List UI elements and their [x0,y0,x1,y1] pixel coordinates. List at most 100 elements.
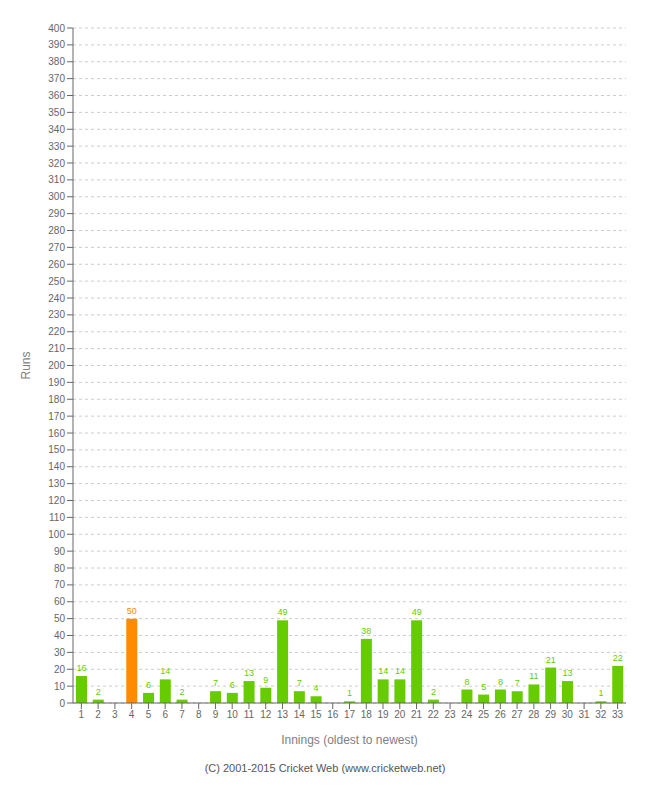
svg-text:120: 120 [48,495,65,506]
svg-text:110: 110 [49,512,65,523]
svg-text:270: 270 [48,242,65,253]
svg-text:20: 20 [54,664,66,675]
svg-text:14: 14 [294,709,306,720]
svg-text:Innings (oldest to newest): Innings (oldest to newest) [281,733,418,747]
svg-text:22: 22 [428,709,440,720]
svg-text:28: 28 [528,709,540,720]
svg-text:350: 350 [48,107,65,118]
svg-text:25: 25 [478,709,490,720]
svg-text:Runs: Runs [19,351,33,379]
svg-text:16: 16 [76,663,86,673]
svg-text:1: 1 [347,688,352,698]
svg-text:24: 24 [461,709,473,720]
svg-text:7: 7 [213,678,218,688]
svg-text:38: 38 [361,626,371,636]
svg-text:1: 1 [79,709,85,720]
svg-text:11: 11 [244,709,255,720]
svg-text:0: 0 [59,698,65,709]
svg-text:2: 2 [431,687,436,697]
svg-text:390: 390 [48,39,65,50]
svg-text:130: 130 [48,478,65,489]
svg-text:330: 330 [48,141,65,152]
svg-text:200: 200 [48,360,65,371]
svg-text:400: 400 [48,23,65,34]
svg-text:32: 32 [595,709,607,720]
svg-text:170: 170 [48,411,65,422]
svg-text:220: 220 [48,326,65,337]
svg-text:13: 13 [244,668,254,678]
svg-text:26: 26 [495,709,507,720]
svg-text:8: 8 [498,677,503,687]
svg-text:290: 290 [48,208,65,219]
svg-text:370: 370 [48,73,65,84]
svg-text:160: 160 [48,428,65,439]
svg-text:14: 14 [378,666,388,676]
svg-text:18: 18 [361,709,373,720]
svg-text:13: 13 [562,668,572,678]
svg-text:4: 4 [314,683,319,693]
svg-text:6: 6 [230,680,235,690]
svg-text:33: 33 [612,709,624,720]
svg-text:9: 9 [263,675,268,685]
svg-text:190: 190 [48,377,65,388]
svg-text:7: 7 [515,678,520,688]
svg-text:29: 29 [545,709,557,720]
svg-text:310: 310 [48,174,65,185]
svg-text:240: 240 [48,293,65,304]
svg-text:14: 14 [160,666,170,676]
svg-text:2: 2 [180,687,185,697]
svg-text:50: 50 [54,613,66,624]
svg-text:40: 40 [54,630,66,641]
svg-text:49: 49 [412,607,422,617]
svg-text:260: 260 [48,259,65,270]
svg-text:1: 1 [598,688,603,698]
svg-text:320: 320 [48,158,65,169]
svg-text:9: 9 [213,709,219,720]
svg-text:300: 300 [48,191,65,202]
svg-text:19: 19 [377,709,389,720]
svg-text:250: 250 [48,276,65,287]
svg-text:3: 3 [112,709,118,720]
svg-text:210: 210 [48,343,65,354]
svg-text:10: 10 [54,681,66,692]
svg-text:30: 30 [54,647,66,658]
svg-text:8: 8 [464,677,469,687]
svg-text:380: 380 [48,56,65,67]
svg-text:11: 11 [529,671,538,681]
svg-text:180: 180 [48,394,65,405]
svg-text:80: 80 [54,563,66,574]
svg-text:360: 360 [48,90,65,101]
svg-text:22: 22 [613,653,623,663]
svg-text:13: 13 [277,709,289,720]
svg-text:4: 4 [129,709,135,720]
svg-text:21: 21 [411,709,423,720]
svg-text:2: 2 [96,687,101,697]
svg-text:280: 280 [48,225,65,236]
svg-text:7: 7 [179,709,185,720]
svg-text:5: 5 [481,682,486,692]
svg-text:31: 31 [579,709,591,720]
svg-text:90: 90 [54,546,66,557]
svg-text:12: 12 [260,709,272,720]
svg-text:23: 23 [444,709,456,720]
svg-text:27: 27 [512,709,524,720]
svg-text:5: 5 [146,709,152,720]
svg-text:6: 6 [162,709,168,720]
svg-text:30: 30 [562,709,574,720]
svg-text:8: 8 [196,709,202,720]
svg-text:140: 140 [48,461,65,472]
svg-text:6: 6 [146,680,151,690]
svg-text:14: 14 [395,666,405,676]
svg-text:17: 17 [344,709,356,720]
svg-text:15: 15 [310,709,322,720]
svg-text:100: 100 [48,529,65,540]
svg-text:230: 230 [48,309,65,320]
svg-text:340: 340 [48,124,65,135]
svg-text:2: 2 [95,709,101,720]
svg-text:150: 150 [48,444,65,455]
svg-text:16: 16 [327,709,339,720]
svg-text:7: 7 [297,678,302,688]
svg-text:20: 20 [394,709,406,720]
svg-text:60: 60 [54,596,66,607]
svg-text:50: 50 [127,606,137,616]
